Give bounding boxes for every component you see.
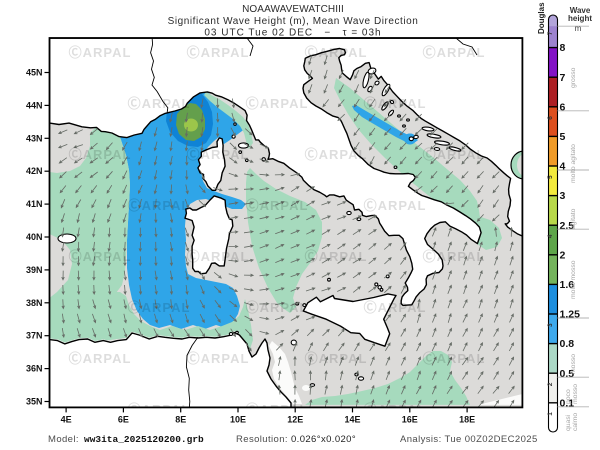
svg-text:ⒸARPAL: ⒸARPAL xyxy=(187,249,250,264)
svg-text:43N: 43N xyxy=(26,133,43,143)
svg-text:Douglas: Douglas xyxy=(537,2,546,34)
svg-text:quasi: quasi xyxy=(565,414,572,431)
svg-text:7: 7 xyxy=(547,31,554,35)
svg-text:ⒸARPAL: ⒸARPAL xyxy=(69,45,132,60)
svg-text:height: height xyxy=(568,14,592,23)
svg-text:6E: 6E xyxy=(118,414,129,424)
svg-text:5: 5 xyxy=(560,131,566,143)
svg-text:8E: 8E xyxy=(175,414,186,424)
svg-text:ⒸARPAL: ⒸARPAL xyxy=(246,300,309,315)
svg-text:10E: 10E xyxy=(230,414,246,424)
svg-text:42N: 42N xyxy=(26,166,43,176)
svg-text:mosso: mosso xyxy=(570,354,577,374)
svg-text:calmo: calmo xyxy=(572,413,579,431)
svg-text:grosso: grosso xyxy=(570,67,577,88)
svg-text:6: 6 xyxy=(560,101,566,113)
svg-text:18E: 18E xyxy=(459,414,475,424)
svg-text:36N: 36N xyxy=(26,364,43,374)
svg-text:4E: 4E xyxy=(61,414,72,424)
svg-text:ⒸARPAL: ⒸARPAL xyxy=(364,96,427,111)
svg-text:4: 4 xyxy=(547,234,554,238)
svg-text:3: 3 xyxy=(560,190,566,202)
svg-text:ⒸARPAL: ⒸARPAL xyxy=(128,198,191,213)
svg-text:45N: 45N xyxy=(26,68,43,78)
svg-text:ⒸARPAL: ⒸARPAL xyxy=(246,402,309,417)
svg-text:ⒸARPAL: ⒸARPAL xyxy=(305,147,368,162)
svg-text:mosso: mosso xyxy=(572,384,579,404)
svg-text:ⒸARPAL: ⒸARPAL xyxy=(246,198,309,213)
svg-text:2: 2 xyxy=(560,249,566,261)
svg-text:ⒸARPAL: ⒸARPAL xyxy=(246,96,309,111)
svg-text:molto mosso: molto mosso xyxy=(570,260,577,299)
svg-text:NOAAWAVEWATCHIII: NOAAWAVEWATCHIII xyxy=(242,4,344,15)
svg-text:44N: 44N xyxy=(26,100,43,110)
svg-text:38N: 38N xyxy=(26,298,43,308)
svg-text:poco: poco xyxy=(565,389,572,404)
svg-text:1.25: 1.25 xyxy=(560,309,581,321)
svg-text:ⒸARPAL: ⒸARPAL xyxy=(128,402,191,417)
svg-text:ⒸARPAL: ⒸARPAL xyxy=(128,96,191,111)
svg-text:Significant Wave Height (m), M: Significant Wave Height (m), Mean Wave D… xyxy=(168,16,419,27)
svg-text:ⒸARPAL: ⒸARPAL xyxy=(305,249,368,264)
svg-text:39N: 39N xyxy=(26,265,43,275)
svg-text:ⒸARPAL: ⒸARPAL xyxy=(69,147,132,162)
svg-text:12E: 12E xyxy=(287,414,303,424)
svg-text:Resolution: 0.026°x0.020°: Resolution: 0.026°x0.020° xyxy=(236,434,356,445)
svg-text:ⒸARPAL: ⒸARPAL xyxy=(423,147,486,162)
svg-text:3: 3 xyxy=(547,323,554,327)
svg-text:1: 1 xyxy=(547,412,554,416)
svg-text:ⒸARPAL: ⒸARPAL xyxy=(364,198,427,213)
svg-text:m: m xyxy=(575,24,582,33)
svg-text:ⒸARPAL: ⒸARPAL xyxy=(69,351,132,366)
svg-text:4: 4 xyxy=(560,161,566,173)
svg-text:ⒸARPAL: ⒸARPAL xyxy=(364,402,427,417)
svg-text:Wave: Wave xyxy=(570,6,591,15)
svg-text:ⒸARPAL: ⒸARPAL xyxy=(305,45,368,60)
svg-text:ⒸARPAL: ⒸARPAL xyxy=(187,147,250,162)
svg-text:14E: 14E xyxy=(344,414,360,424)
svg-text:40N: 40N xyxy=(26,232,43,242)
svg-text:41N: 41N xyxy=(26,199,43,209)
svg-text:molto agitato: molto agitato xyxy=(570,144,577,183)
svg-text:7: 7 xyxy=(560,72,566,84)
svg-text:Analysis: Tue 00Z02DEC2025: Analysis: Tue 00Z02DEC2025 xyxy=(400,434,538,445)
svg-text:1.6: 1.6 xyxy=(560,279,575,291)
svg-text:8: 8 xyxy=(560,42,566,54)
svg-text:6: 6 xyxy=(547,116,554,120)
svg-text:ww3ita_2025120200.grb: ww3ita_2025120200.grb xyxy=(84,434,204,445)
svg-text:2: 2 xyxy=(547,382,554,386)
svg-text:37N: 37N xyxy=(26,331,43,341)
svg-text:16E: 16E xyxy=(402,414,418,424)
svg-text:ⒸARPAL: ⒸARPAL xyxy=(128,300,191,315)
svg-text:ⒸARPAL: ⒸARPAL xyxy=(187,45,250,60)
svg-text:agitato: agitato xyxy=(570,208,577,229)
svg-text:ⒸARPAL: ⒸARPAL xyxy=(364,300,427,315)
svg-text:35N: 35N xyxy=(26,397,43,407)
svg-text:Model:: Model: xyxy=(48,434,79,445)
svg-text:ⒸARPAL: ⒸARPAL xyxy=(187,351,250,366)
svg-text:03 UTC Tue 02 DEC − τ = 03: 03 UTC Tue 02 DEC − τ = 03h xyxy=(204,28,381,39)
svg-text:ⒸARPAL: ⒸARPAL xyxy=(423,45,486,60)
svg-text:5: 5 xyxy=(547,175,554,179)
svg-text:ⒸARPAL: ⒸARPAL xyxy=(305,351,368,366)
svg-text:ⒸARPAL: ⒸARPAL xyxy=(69,249,132,264)
svg-text:ⒸARPAL: ⒸARPAL xyxy=(423,351,486,366)
svg-text:0.8: 0.8 xyxy=(560,338,575,350)
svg-text:ⒸARPAL: ⒸARPAL xyxy=(423,249,486,264)
